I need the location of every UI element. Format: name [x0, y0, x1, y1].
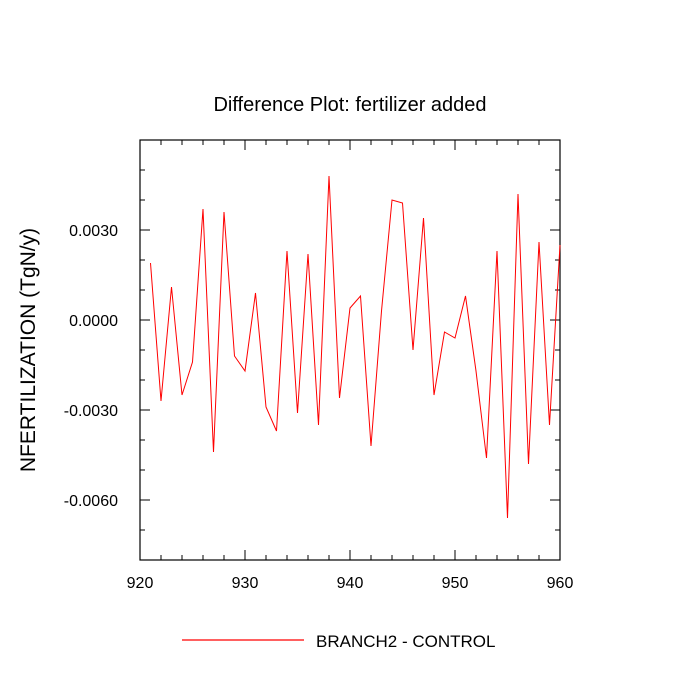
x-tick-label: 950	[442, 575, 469, 592]
y-tick-label: -0.0060	[64, 493, 118, 510]
y-axis-label: NFERTILIZATION (TgN/y)	[17, 228, 40, 472]
plot-frame	[139, 139, 561, 561]
y-tick-label: 0.0000	[69, 313, 118, 330]
legend-label: BRANCH2 - CONTROL	[316, 632, 495, 651]
y-tick-label: -0.0030	[64, 403, 118, 420]
legend: BRANCH2 - CONTROL	[182, 632, 495, 651]
chart-title: Difference Plot: fertilizer added	[213, 94, 486, 116]
series-line-branch2-control	[150, 175, 561, 519]
y-tick-label: 0.0030	[69, 223, 118, 240]
x-tick-label: 920	[127, 575, 154, 592]
y-axis: -0.0060 -0.0030 0.0000 0.0030	[64, 139, 560, 561]
x-tick-label: 960	[547, 575, 574, 592]
x-tick-label: 930	[232, 575, 259, 592]
x-tick-label: 940	[337, 575, 364, 592]
x-axis: 920 930 940 950 960	[127, 140, 574, 592]
